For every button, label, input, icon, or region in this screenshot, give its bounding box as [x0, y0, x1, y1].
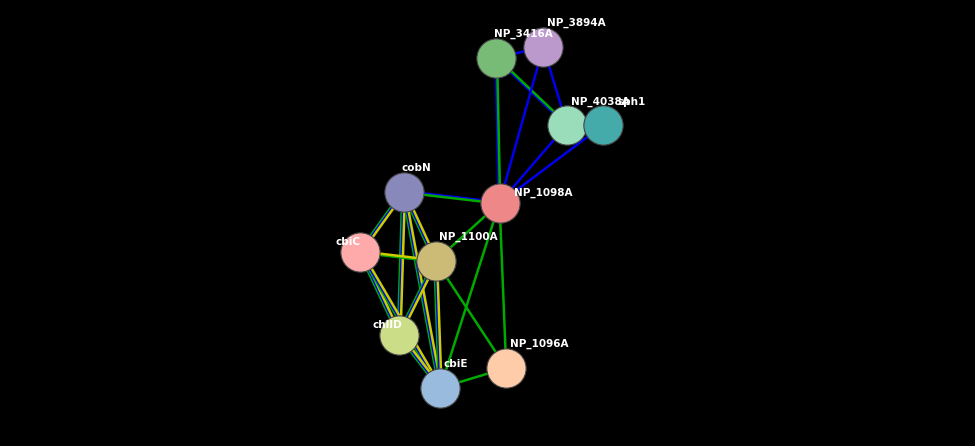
Text: NP_4038A: NP_4038A — [571, 97, 630, 107]
Point — [391, 331, 407, 338]
Text: NP_3416A: NP_3416A — [494, 29, 553, 39]
Text: cbiE: cbiE — [444, 359, 468, 369]
Text: NP_1100A: NP_1100A — [440, 232, 498, 242]
Point — [535, 43, 551, 50]
Text: cbiC: cbiC — [335, 237, 361, 247]
Point — [428, 257, 444, 264]
Point — [396, 188, 411, 195]
Text: chlID: chlID — [372, 320, 402, 330]
Point — [433, 384, 448, 392]
Text: sph1: sph1 — [618, 97, 646, 107]
Point — [488, 54, 504, 62]
Point — [491, 199, 507, 206]
Text: cobN: cobN — [402, 163, 431, 173]
Text: NP_1098A: NP_1098A — [514, 188, 572, 198]
Point — [559, 121, 574, 128]
Point — [353, 248, 369, 256]
Text: NP_3894A: NP_3894A — [547, 18, 605, 28]
Point — [498, 364, 514, 372]
Text: NP_1096A: NP_1096A — [510, 339, 568, 349]
Point — [596, 121, 611, 128]
